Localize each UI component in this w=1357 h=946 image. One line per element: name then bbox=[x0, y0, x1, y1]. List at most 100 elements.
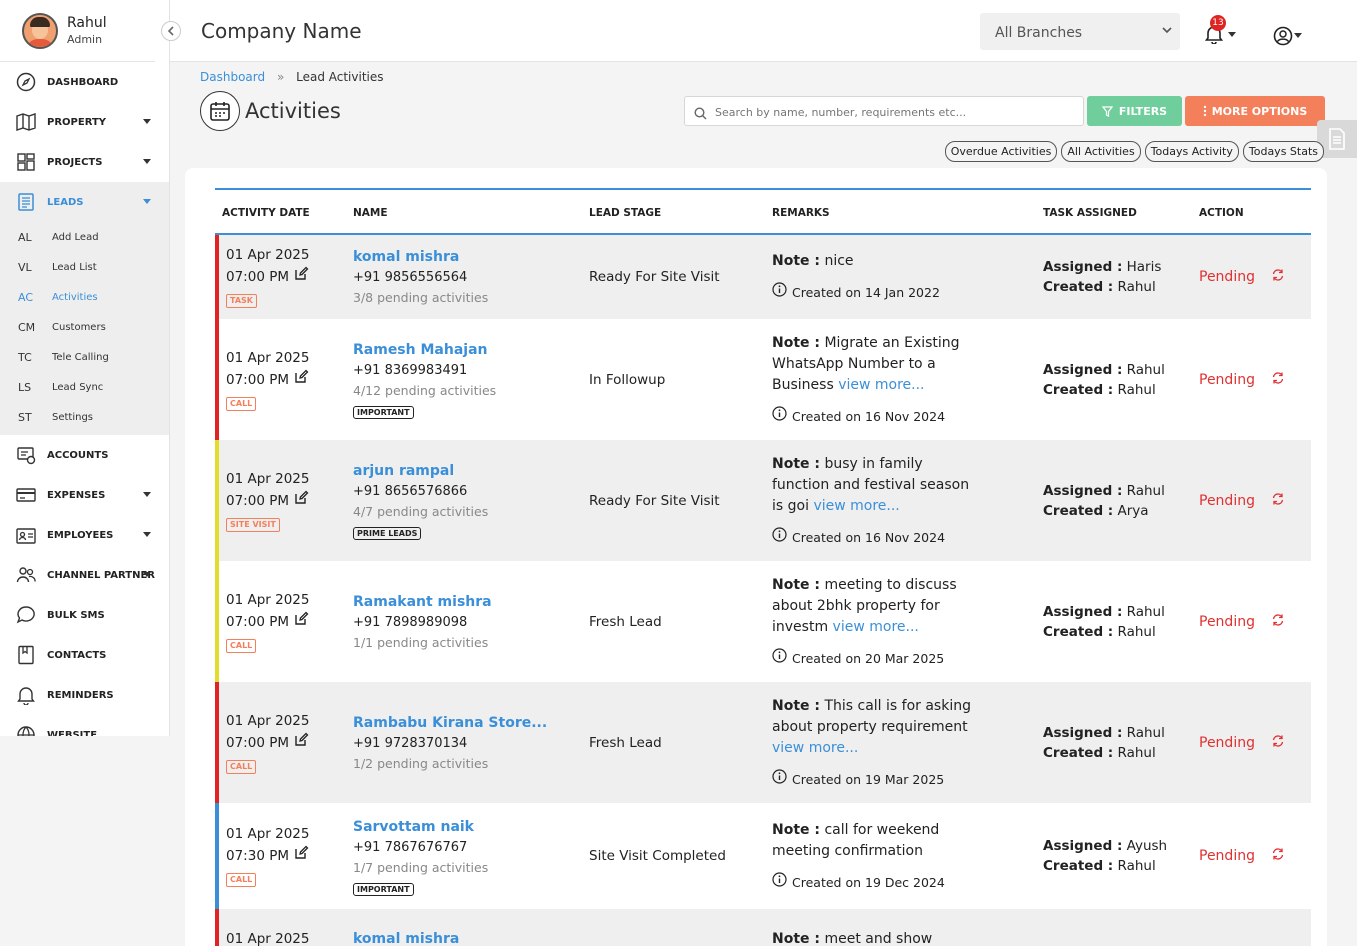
user-profile[interactable]: Rahul Admin bbox=[0, 0, 155, 62]
lead-name-link[interactable]: Ramesh Mahajan bbox=[353, 342, 488, 358]
subnav-item-lead-list[interactable]: VL Lead List bbox=[0, 252, 169, 282]
filters-button[interactable]: FILTERS bbox=[1087, 96, 1182, 126]
pending-activities: 1/2 pending activities bbox=[353, 755, 489, 771]
assigned-label: Assigned : bbox=[1043, 361, 1123, 378]
sidebar-item-dashboard[interactable]: DASHBOARD bbox=[0, 62, 169, 102]
subnav-item-settings[interactable]: ST Settings bbox=[0, 402, 169, 432]
edit-icon[interactable] bbox=[294, 490, 309, 512]
pending-activities: 3/8 pending activities bbox=[353, 290, 489, 305]
column-header-name: NAME bbox=[353, 207, 388, 219]
activity-time-text: 07:00 PM bbox=[226, 269, 289, 285]
pill-all-activities[interactable]: All Activities bbox=[1061, 141, 1141, 162]
sidebar-item-website[interactable]: WEBSITE bbox=[0, 715, 169, 736]
subnav-item-customers[interactable]: CM Customers bbox=[0, 312, 169, 342]
sync-icon[interactable] bbox=[1271, 371, 1285, 389]
status-pending[interactable]: Pending bbox=[1199, 848, 1255, 864]
created-label: Created : bbox=[1043, 623, 1114, 640]
edit-icon[interactable] bbox=[294, 369, 309, 391]
pill-todays-stats[interactable]: Todays Stats bbox=[1242, 141, 1324, 162]
remark-note: Note : call for weekend meeting confirma… bbox=[772, 821, 940, 859]
user-menu-caret-icon[interactable] bbox=[1294, 33, 1302, 38]
edit-icon[interactable] bbox=[294, 732, 309, 754]
lead-name-link[interactable]: Sarvottam naik bbox=[353, 818, 474, 835]
subnav-item-tele-calling[interactable]: TC Tele Calling bbox=[0, 342, 169, 372]
lead-name-link[interactable]: komal mishra bbox=[353, 931, 460, 946]
activity-type-tag: CALL bbox=[226, 396, 257, 411]
status-pending[interactable]: Pending bbox=[1199, 371, 1255, 388]
subnav-label: Settings bbox=[52, 411, 94, 423]
edit-icon[interactable] bbox=[294, 845, 309, 867]
lead-name-link[interactable]: Rambabu Kirana Store... bbox=[353, 714, 548, 731]
edit-icon[interactable] bbox=[294, 266, 309, 288]
status-pending[interactable]: Pending bbox=[1199, 613, 1255, 630]
sync-icon[interactable] bbox=[1271, 492, 1285, 510]
status-pending[interactable]: Pending bbox=[1199, 734, 1255, 751]
bell-icon bbox=[16, 685, 36, 705]
subnav-item-lead-sync[interactable]: LS Lead Sync bbox=[0, 372, 169, 402]
activity-type-tag: CALL bbox=[226, 638, 257, 653]
collapse-sidebar-button[interactable] bbox=[161, 21, 181, 41]
sidebar-item-reminders[interactable]: REMINDERS bbox=[0, 675, 169, 715]
filters-button-label: FILTERS bbox=[1118, 104, 1168, 118]
status-pending[interactable]: Pending bbox=[1199, 269, 1255, 285]
branch-select-value: All Branches bbox=[995, 25, 1083, 41]
lead-phone: +91 8369983491 bbox=[353, 363, 468, 378]
view-more-link[interactable]: view more... bbox=[832, 618, 919, 635]
subnav-abbr: VL bbox=[18, 260, 32, 274]
chevron-left-icon bbox=[167, 26, 174, 36]
breadcrumb: Dashboard » Lead Activities bbox=[200, 70, 384, 84]
sidebar-nav-bottom: ACCOUNTS EXPENSES EMPLOYEES CHANNEL PARTNER… bbox=[0, 435, 169, 736]
user-account-icon[interactable] bbox=[1273, 26, 1293, 50]
activity-time: 07:00 PM bbox=[226, 490, 309, 512]
created-label: Created : bbox=[1043, 381, 1114, 398]
assigned-label: Assigned : bbox=[1043, 259, 1123, 275]
lead-name-link[interactable]: Ramakant mishra bbox=[353, 593, 492, 610]
created-by-value: Rahul bbox=[1113, 279, 1156, 295]
subnav-abbr: LS bbox=[18, 380, 32, 394]
pending-activities: 1/1 pending activities bbox=[353, 634, 489, 650]
assigned-value: Ayush bbox=[1122, 838, 1168, 854]
view-more-link[interactable]: view more... bbox=[813, 497, 900, 514]
sidebar-item-label: PROPERTY bbox=[47, 116, 107, 128]
created-by-value: Rahul bbox=[1113, 623, 1156, 640]
action-cell: Pending bbox=[1199, 613, 1285, 631]
sidebar-item-label: DASHBOARD bbox=[47, 76, 119, 88]
subnav-item-activities[interactable]: AC Activities bbox=[0, 282, 169, 312]
view-more-link[interactable]: view more... bbox=[772, 739, 859, 756]
sidebar-item-property[interactable]: PROPERTY bbox=[0, 102, 169, 142]
sidebar-item-expenses[interactable]: EXPENSES bbox=[0, 475, 169, 515]
subnav-item-add-lead[interactable]: AL Add Lead bbox=[0, 222, 169, 252]
sync-icon[interactable] bbox=[1271, 613, 1285, 631]
sync-icon[interactable] bbox=[1271, 268, 1285, 286]
view-more-link[interactable]: view more... bbox=[838, 376, 925, 393]
sidebar-item-channel-partner[interactable]: CHANNEL PARTNER bbox=[0, 555, 169, 595]
lead-name-link[interactable]: arjun rampal bbox=[353, 463, 455, 479]
sidebar-item-bulk-sms[interactable]: BULK SMS bbox=[0, 595, 169, 635]
created-by-value: Arya bbox=[1113, 502, 1149, 519]
sidebar-item-accounts[interactable]: ACCOUNTS bbox=[0, 435, 169, 475]
activity-time: 07:30 PM bbox=[226, 845, 309, 867]
row-status-bar bbox=[215, 319, 219, 440]
sidebar-item-leads[interactable]: LEADS bbox=[0, 182, 169, 222]
sidebar-item-projects[interactable]: PROJECTS bbox=[0, 142, 169, 182]
edit-icon[interactable] bbox=[294, 611, 309, 633]
assigned-to: Assigned : Rahul bbox=[1043, 723, 1165, 743]
sidebar-item-contacts[interactable]: CONTACTS bbox=[0, 635, 169, 675]
people-icon bbox=[16, 565, 36, 585]
created-label: Created : bbox=[1043, 858, 1114, 874]
search-input[interactable] bbox=[715, 103, 1075, 121]
activity-date-cell: 01 Apr 2025 bbox=[226, 928, 309, 946]
lead-name-link[interactable]: komal mishra bbox=[353, 249, 460, 265]
breadcrumb-current: Lead Activities bbox=[296, 70, 384, 84]
sync-icon[interactable] bbox=[1271, 847, 1285, 865]
notification-caret-icon[interactable] bbox=[1228, 32, 1236, 37]
sync-icon[interactable] bbox=[1271, 734, 1285, 752]
pill-todays-activity[interactable]: Todays Activity bbox=[1144, 141, 1239, 162]
sidebar-item-employees[interactable]: EMPLOYEES bbox=[0, 515, 169, 555]
pill-overdue-activities[interactable]: Overdue Activities bbox=[944, 141, 1058, 162]
breadcrumb-dashboard-link[interactable]: Dashboard bbox=[200, 70, 266, 84]
status-pending[interactable]: Pending bbox=[1199, 492, 1255, 509]
search-box[interactable] bbox=[684, 96, 1084, 126]
more-options-button[interactable]: MORE OPTIONS bbox=[1185, 96, 1325, 126]
branch-select[interactable]: All Branches bbox=[980, 13, 1180, 50]
